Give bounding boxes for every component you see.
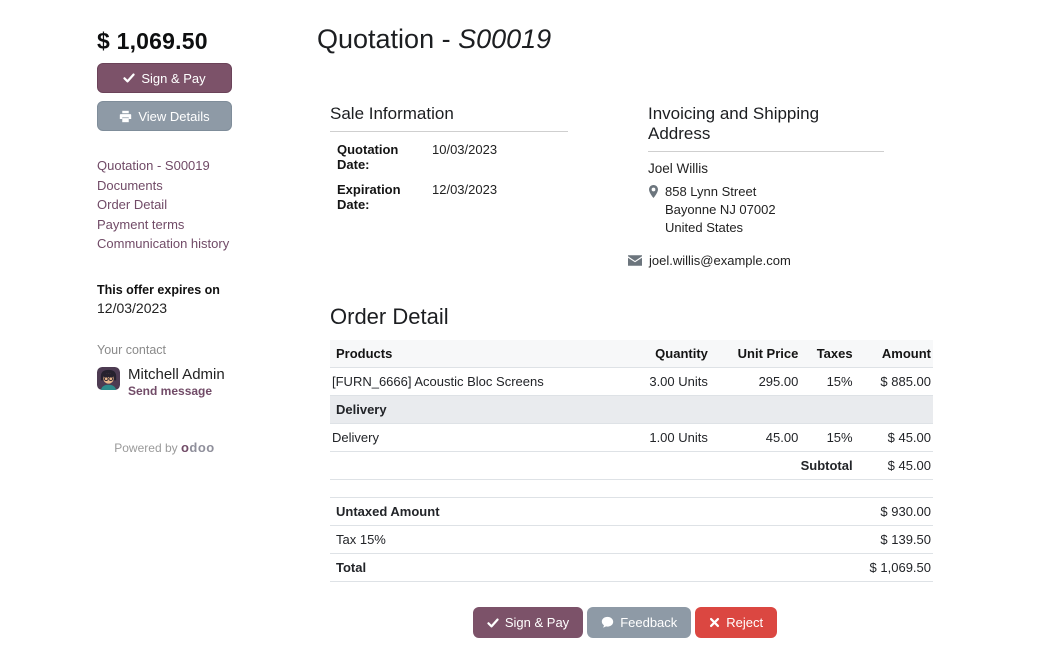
- table-row: [FURN_6666] Acoustic Bloc Screens 3.00 U…: [330, 367, 933, 396]
- quotation-date-label: Quotation Date:: [337, 142, 399, 172]
- contact-label: Your contact: [97, 342, 167, 357]
- product-name: [FURN_6666] Acoustic Bloc Screens: [330, 367, 614, 396]
- printer-icon: [119, 110, 132, 123]
- offer-expiry: This offer expires on 12/03/2023: [97, 283, 232, 316]
- quotation-date-value: 10/03/2023: [432, 142, 498, 157]
- table-row: Delivery 1.00 Units 45.00 15% $ 45.00: [330, 423, 933, 452]
- check-icon: [123, 72, 135, 84]
- footer-actions: Sign & Pay Feedback Reject: [317, 607, 933, 638]
- amount-due: $ 1,069.50: [97, 28, 208, 54]
- product-taxes: 15%: [800, 423, 855, 452]
- column-header-unit-price: Unit Price: [709, 340, 801, 368]
- view-details-button[interactable]: View Details: [97, 101, 232, 131]
- table-header-row: Products Quantity Unit Price Taxes Amoun…: [330, 340, 933, 368]
- total-row: Total $ 1,069.50: [330, 554, 933, 582]
- offer-expiry-label: This offer expires on: [97, 282, 220, 297]
- sale-information-section: Sale Information Quotation Date: 10/03/2…: [317, 104, 625, 268]
- contact-section: Your contact Mitchell Admin Send: [97, 343, 232, 400]
- reject-button[interactable]: Reject: [695, 607, 778, 638]
- customer-name: Joel Willis: [648, 161, 709, 176]
- close-icon: [709, 617, 720, 628]
- send-message-link[interactable]: Send message: [128, 383, 213, 398]
- tax-row: Tax 15% $ 139.50: [330, 526, 933, 554]
- address-heading: Invoicing and Shipping Address: [648, 104, 884, 152]
- tax-value: $ 139.50: [880, 532, 931, 547]
- untaxed-amount-label: Untaxed Amount: [336, 504, 440, 519]
- sidebar-link-order-detail[interactable]: Order Detail: [97, 197, 168, 212]
- customer-email[interactable]: joel.willis@example.com: [649, 253, 791, 268]
- tax-label: Tax 15%: [336, 532, 386, 547]
- total-value: $ 1,069.50: [869, 560, 931, 575]
- feedback-button[interactable]: Feedback: [587, 607, 692, 638]
- address-street: 858 Lynn Street: [665, 184, 757, 199]
- total-label: Total: [336, 560, 367, 575]
- sidebar: $ 1,069.50 Sign & Pay View Details Quota…: [97, 28, 232, 455]
- column-header-taxes: Taxes: [800, 340, 855, 368]
- postal-address: 858 Lynn Street Bayonne NJ 07002 United …: [665, 183, 776, 237]
- untaxed-amount-row: Untaxed Amount $ 930.00: [330, 498, 933, 526]
- odoo-logo[interactable]: odoo: [180, 439, 215, 455]
- powered-by-label: Powered by: [114, 440, 178, 455]
- product-unit-price: 295.00: [709, 367, 801, 396]
- section-header-row: Delivery: [330, 395, 933, 424]
- untaxed-amount-value: $ 930.00: [880, 504, 931, 519]
- address-country: United States: [665, 220, 744, 235]
- avatar: [97, 366, 120, 390]
- product-amount: $ 45.00: [854, 423, 933, 452]
- feedback-label: Feedback: [620, 615, 678, 630]
- sign-pay-label: Sign & Pay: [141, 70, 206, 86]
- subtotal-label: Subtotal: [709, 451, 855, 480]
- order-lines-table: Products Quantity Unit Price Taxes Amoun…: [330, 340, 933, 480]
- speech-bubble-icon: [601, 616, 614, 629]
- expiration-date-row: Expiration Date: 12/03/2023: [330, 182, 625, 212]
- sidebar-link-quotation[interactable]: Quotation - S00019: [97, 158, 210, 173]
- powered-by: Powered by odoo: [97, 440, 232, 455]
- product-taxes: 15%: [800, 367, 855, 396]
- map-pin-icon: [648, 185, 659, 237]
- address-city: Bayonne NJ 07002: [665, 202, 776, 217]
- product-name: Delivery: [330, 423, 614, 452]
- view-details-label: View Details: [138, 108, 210, 124]
- offer-expiry-date: 12/03/2023: [97, 299, 168, 316]
- totals-table: Untaxed Amount $ 930.00 Tax 15% $ 139.50…: [330, 497, 933, 582]
- sidebar-nav: Quotation - S00019 Documents Order Detai…: [97, 156, 232, 254]
- main-content: Quotation - S00019 Sale Information Quot…: [317, 24, 933, 582]
- quotation-date-row: Quotation Date: 10/03/2023: [330, 142, 625, 172]
- sidebar-link-payment-terms[interactable]: Payment terms: [97, 216, 185, 232]
- product-quantity: 3.00 Units: [613, 367, 710, 396]
- order-detail-heading: Order Detail: [330, 304, 449, 329]
- sign-pay-button-bottom[interactable]: Sign & Pay: [472, 607, 584, 638]
- column-header-products: Products: [330, 340, 614, 368]
- sidebar-link-communication-history[interactable]: Communication history: [97, 236, 230, 251]
- expiration-date-value: 12/03/2023: [432, 182, 498, 197]
- product-unit-price: 45.00: [709, 423, 801, 452]
- check-icon: [487, 617, 499, 629]
- column-header-amount: Amount: [854, 340, 933, 368]
- reject-label: Reject: [726, 615, 764, 630]
- column-header-quantity: Quantity: [613, 340, 710, 368]
- envelope-icon: [628, 255, 642, 266]
- product-amount: $ 885.00: [854, 367, 933, 396]
- subtotal-row: Subtotal $ 45.00: [330, 451, 933, 480]
- sign-pay-label: Sign & Pay: [504, 615, 570, 630]
- sign-pay-button[interactable]: Sign & Pay: [97, 63, 232, 93]
- product-quantity: 1.00 Units: [613, 423, 710, 452]
- page-title: Quotation - S00019: [317, 24, 552, 54]
- quotation-reference: S00019: [458, 24, 552, 54]
- section-label: Delivery: [330, 395, 933, 424]
- sidebar-link-documents[interactable]: Documents: [97, 177, 163, 193]
- sale-information-heading: Sale Information: [330, 104, 568, 132]
- expiration-date-label: Expiration Date:: [337, 182, 401, 212]
- subtotal-value: $ 45.00: [854, 451, 933, 480]
- address-section: Invoicing and Shipping Address Joel Will…: [625, 104, 933, 268]
- contact-name: Mitchell Admin: [128, 365, 225, 383]
